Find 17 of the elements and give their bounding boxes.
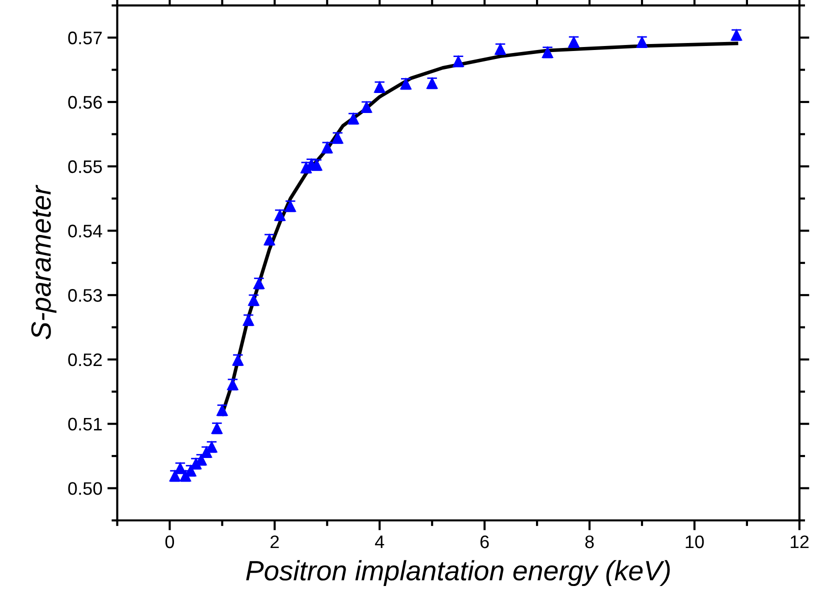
y-tick-label: 0.52 [68, 353, 102, 366]
x-tick-label: 0 [165, 535, 174, 548]
y-tick-label: 0.53 [68, 289, 102, 302]
x-tick-label: 2 [270, 535, 279, 548]
y-tick-label: 0.56 [68, 96, 102, 109]
y-tick-label: 0.57 [68, 32, 102, 44]
x-tick-label: 4 [375, 536, 384, 548]
y-axis-title: S-parameter [31, 184, 56, 340]
x-tick-label: 6 [480, 535, 489, 548]
x-axis-title: Positron implantation energy (keV) [246, 560, 670, 586]
y-tick-label: 0.51 [68, 418, 102, 431]
x-tick-label: 10 [686, 535, 704, 548]
y-tick-label: 0.50 [68, 482, 102, 495]
y-tick-label: 0.55 [68, 160, 102, 174]
x-tick-label: 12 [790, 535, 809, 548]
x-tick-label: 8 [585, 535, 594, 548]
y-tick-label: 0.54 [68, 224, 102, 238]
